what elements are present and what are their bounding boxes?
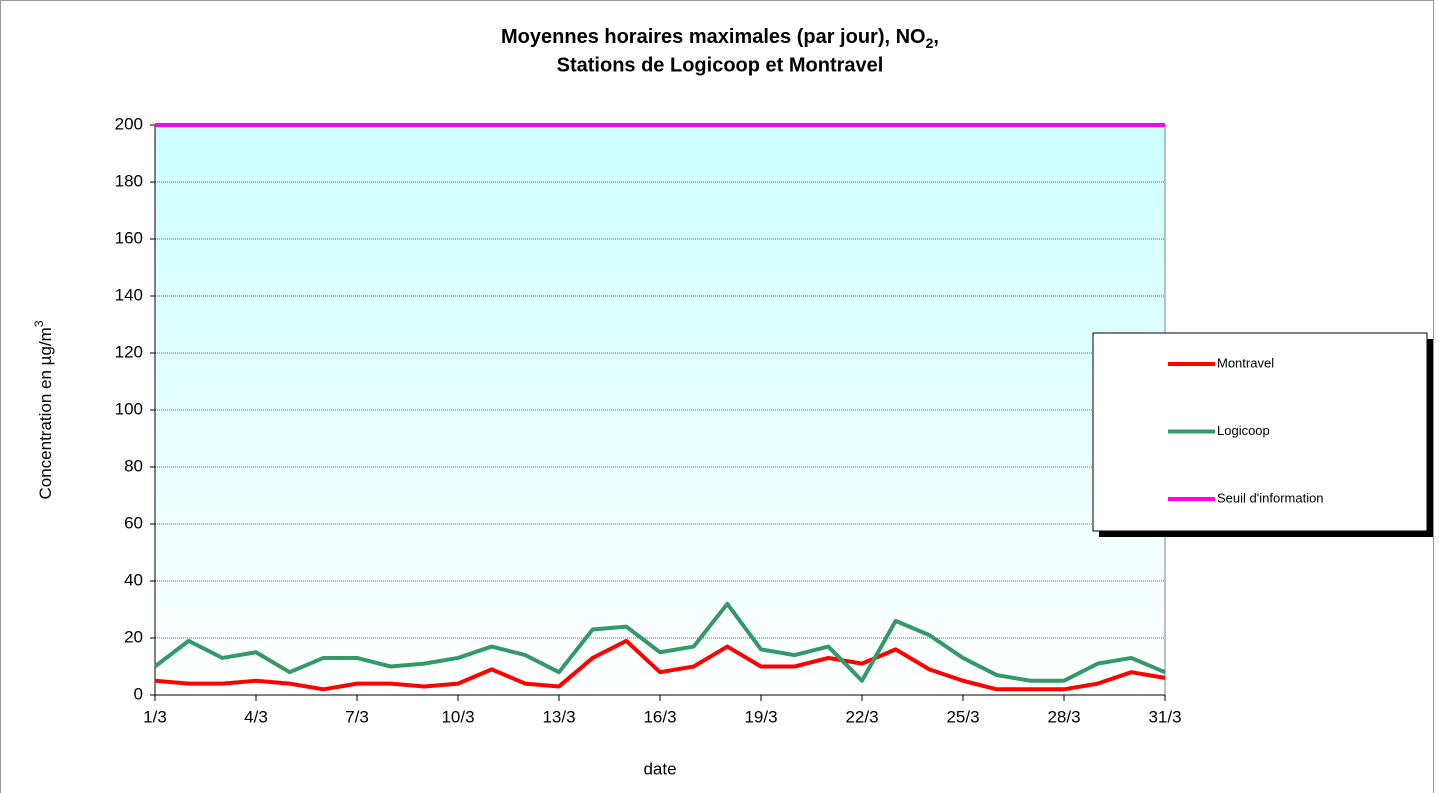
y-axis-label: Concentration en µg/m3 bbox=[32, 320, 55, 499]
y-tick-label: 120 bbox=[115, 342, 143, 361]
y-tick-label: 20 bbox=[124, 627, 143, 646]
chart-subtitle: Stations de Logicoop et Montravel bbox=[557, 54, 884, 76]
legend-label: Logicoop bbox=[1217, 423, 1270, 438]
x-tick-label: 1/3 bbox=[143, 707, 167, 726]
x-axis-label: date bbox=[643, 759, 676, 778]
y-tick-label: 80 bbox=[124, 456, 143, 475]
x-tick-label: 31/3 bbox=[1148, 707, 1181, 726]
legend-label: Seuil d'information bbox=[1217, 490, 1324, 505]
chart-title: Moyennes horaires maximales (par jour), … bbox=[501, 26, 939, 50]
y-tick-label: 40 bbox=[124, 570, 143, 589]
x-tick-label: 19/3 bbox=[744, 707, 777, 726]
legend: Montravel Logicoop Seuil d'information bbox=[1092, 332, 1433, 537]
series-line bbox=[153, 601, 1166, 683]
y-tick-label: 60 bbox=[124, 513, 143, 532]
y-tick-label: 160 bbox=[115, 228, 143, 247]
x-tick-label: 22/3 bbox=[845, 707, 878, 726]
x-tick-label: 10/3 bbox=[441, 707, 474, 726]
y-tick-label: 200 bbox=[115, 114, 143, 133]
series-line bbox=[154, 638, 1166, 692]
legend-box bbox=[1092, 332, 1428, 532]
x-tick-label: 7/3 bbox=[345, 707, 369, 726]
title-text: Moyennes horaires maximales (par jour), … bbox=[501, 26, 926, 48]
y-label-superscript: 3 bbox=[32, 320, 46, 327]
legend-label: Montravel bbox=[1217, 355, 1274, 370]
y-tick-label: 0 bbox=[134, 684, 143, 703]
y-tick-label: 140 bbox=[115, 285, 143, 304]
x-tick-label: 4/3 bbox=[244, 707, 268, 726]
y-tick-label: 180 bbox=[115, 171, 143, 190]
title-subscript: 2 bbox=[926, 35, 934, 51]
x-tick-label: 16/3 bbox=[643, 707, 676, 726]
y-label-text: Concentration en µg/m bbox=[36, 327, 55, 499]
y-tick-label: 100 bbox=[115, 399, 143, 418]
x-tick-label: 13/3 bbox=[542, 707, 575, 726]
x-tick-label: 28/3 bbox=[1047, 707, 1080, 726]
title-text: , bbox=[933, 26, 939, 48]
x-tick-label: 25/3 bbox=[946, 707, 979, 726]
